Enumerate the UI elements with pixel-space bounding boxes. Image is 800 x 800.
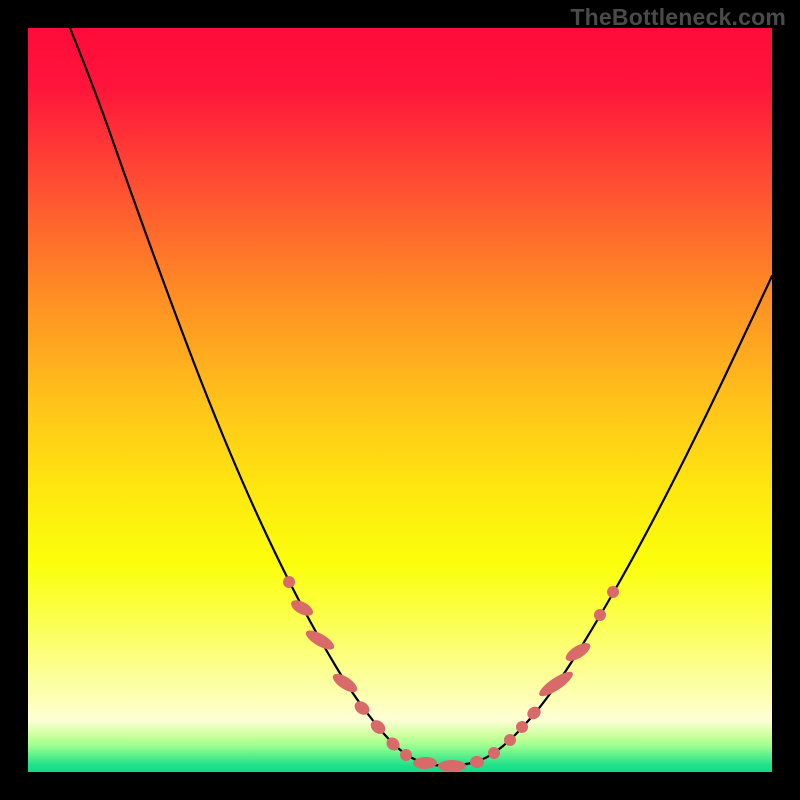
plot-background bbox=[28, 28, 772, 772]
watermark-text: TheBottleneck.com bbox=[570, 4, 786, 31]
chart-root: TheBottleneck.com bbox=[0, 0, 800, 800]
chart-canvas bbox=[0, 0, 800, 800]
marker-bottom-1 bbox=[438, 760, 466, 772]
